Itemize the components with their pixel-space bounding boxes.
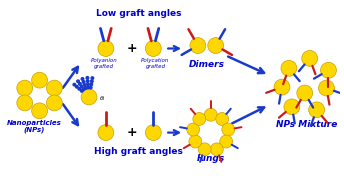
Circle shape xyxy=(146,41,161,56)
Circle shape xyxy=(80,85,83,88)
Text: High graft angles: High graft angles xyxy=(94,147,183,156)
Circle shape xyxy=(190,38,206,53)
Circle shape xyxy=(80,90,83,92)
Circle shape xyxy=(220,135,233,148)
Circle shape xyxy=(204,108,217,121)
Circle shape xyxy=(284,99,300,115)
Circle shape xyxy=(193,112,206,125)
Text: Polyanion
grafted: Polyanion grafted xyxy=(90,58,117,69)
Circle shape xyxy=(216,112,229,125)
Circle shape xyxy=(89,86,92,89)
Circle shape xyxy=(79,83,81,85)
Circle shape xyxy=(274,79,290,95)
Circle shape xyxy=(73,83,76,86)
Circle shape xyxy=(297,85,313,101)
Text: +: + xyxy=(126,126,137,139)
Text: Rings: Rings xyxy=(197,154,225,163)
Circle shape xyxy=(319,80,334,96)
Circle shape xyxy=(281,60,297,76)
Circle shape xyxy=(302,50,318,66)
Circle shape xyxy=(189,135,202,148)
Text: $\theta_i$: $\theta_i$ xyxy=(99,94,106,103)
Circle shape xyxy=(76,85,78,88)
Text: Polycation
grafted: Polycation grafted xyxy=(141,58,170,69)
Circle shape xyxy=(83,84,86,86)
Circle shape xyxy=(17,80,33,96)
Circle shape xyxy=(86,80,89,82)
Circle shape xyxy=(46,80,62,96)
Circle shape xyxy=(81,78,84,80)
Circle shape xyxy=(86,77,89,79)
Circle shape xyxy=(85,87,87,89)
Circle shape xyxy=(82,88,85,91)
Text: Dimers: Dimers xyxy=(189,60,225,69)
Text: NPs Mixture: NPs Mixture xyxy=(276,120,337,129)
Circle shape xyxy=(222,123,235,136)
Circle shape xyxy=(82,81,85,83)
Circle shape xyxy=(90,83,93,86)
Circle shape xyxy=(77,80,79,83)
Circle shape xyxy=(87,86,89,89)
Circle shape xyxy=(208,38,224,53)
Circle shape xyxy=(321,62,336,78)
Circle shape xyxy=(309,102,324,118)
Circle shape xyxy=(32,72,47,88)
Text: +: + xyxy=(126,42,137,55)
Circle shape xyxy=(46,95,62,111)
Text: Nanoparticles
(NPs): Nanoparticles (NPs) xyxy=(7,120,62,133)
Circle shape xyxy=(187,123,200,136)
Circle shape xyxy=(78,88,80,90)
Circle shape xyxy=(98,125,114,140)
Circle shape xyxy=(91,77,94,79)
Circle shape xyxy=(211,143,223,156)
Circle shape xyxy=(81,89,97,105)
Circle shape xyxy=(32,103,47,119)
Circle shape xyxy=(98,41,114,56)
Circle shape xyxy=(17,95,33,111)
Text: Low graft angles: Low graft angles xyxy=(96,9,181,18)
Circle shape xyxy=(198,143,211,156)
Circle shape xyxy=(87,83,89,86)
Circle shape xyxy=(146,125,161,140)
Circle shape xyxy=(90,80,93,83)
